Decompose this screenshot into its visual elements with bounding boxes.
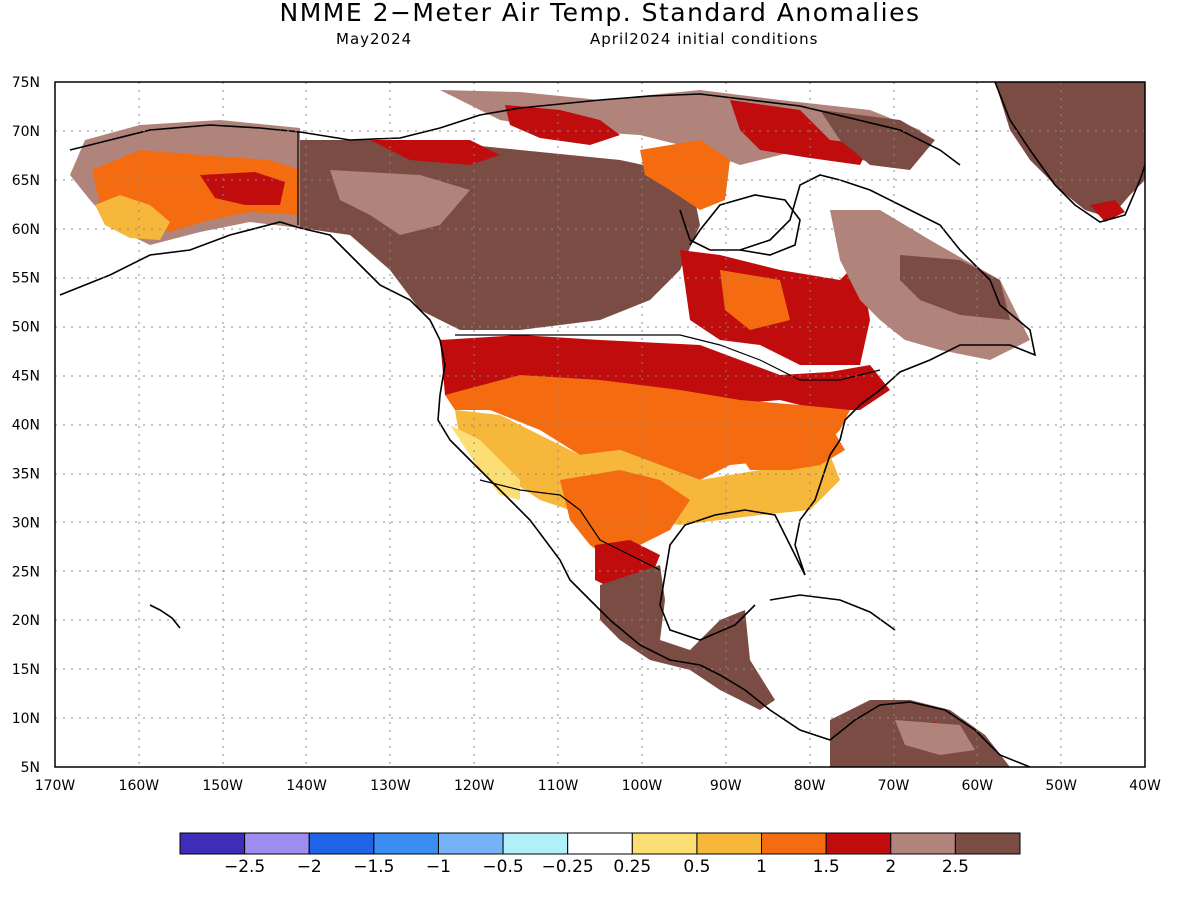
coastline-arctic (69, 93, 961, 166)
forecast-month: May2024 (336, 30, 413, 48)
lon-label: 130W (370, 778, 411, 794)
colorbar-labels: −2.5 −2 −1.5 −1 −0.5 −0.25 0.25 0.5 1 1.5 2 2.5 (224, 857, 969, 877)
field-quebec-orange (720, 270, 790, 330)
lat-label: 20N (12, 613, 40, 629)
lat-label: 55N (12, 271, 40, 287)
colorbar-swatch (696, 832, 763, 855)
colorbar-swatch (825, 832, 892, 855)
colorbar-swatch (373, 832, 439, 855)
field-canada-darkbrown (300, 140, 700, 330)
colorbar-swatch (567, 832, 633, 855)
lon-label: 60W (961, 778, 993, 794)
colorbar-label: −2.5 (224, 857, 265, 877)
lon-label: 140W (286, 778, 327, 794)
lat-label: 60N (12, 222, 40, 238)
lat-label: 45N (12, 369, 40, 385)
grid (55, 82, 1145, 767)
lat-label: 70N (12, 124, 40, 140)
lon-label: 120W (454, 778, 495, 794)
coastlines (59, 82, 1145, 767)
latitude-labels: 75N 70N 65N 60N 55N 50N 45N 40N 35N 30N 25N 20N 15N 1… (12, 75, 40, 776)
lon-label: 110W (538, 778, 579, 794)
field-south-us-yellow-orange (455, 410, 840, 525)
field-arctic-red2 (730, 100, 870, 165)
colorbar-swatch (954, 832, 1021, 855)
colorbar (179, 832, 1021, 855)
field-arctic-darkbrown (820, 110, 935, 170)
coastline-hudson-bay (689, 194, 801, 256)
lon-label: 90W (710, 778, 742, 794)
lat-label: 50N (12, 320, 40, 336)
colorbar-swatch (761, 832, 827, 855)
coastline-cuba (769, 594, 896, 631)
lon-label: 170W (35, 778, 76, 794)
coastline-hawaii (149, 604, 181, 629)
colorbar-swatch (890, 832, 956, 855)
lat-label: 40N (12, 418, 40, 434)
colorbar-label: 1.5 (813, 857, 840, 877)
map-frame (54, 81, 1146, 768)
lon-label: 160W (119, 778, 160, 794)
field-texas-orange (560, 470, 690, 560)
map-title: NMME 2−Meter Air Temp. Standard Anomalie… (279, 0, 921, 27)
field-south-america-brown (895, 720, 975, 755)
field-canada-lightbrown (330, 170, 470, 235)
lon-label: 150W (202, 778, 243, 794)
coastline-east (679, 174, 1037, 456)
lat-label: 25N (12, 564, 40, 580)
colorbar-label: −0.5 (482, 857, 523, 877)
colorbar-label: 0.5 (683, 857, 710, 877)
field-southwest-light-yellow (450, 425, 520, 500)
field-labrador-darkbrown (900, 255, 1010, 320)
lat-label: 65N (12, 173, 40, 189)
lon-label: 70W (878, 778, 910, 794)
colorbar-swatch (437, 832, 504, 855)
colorbar-label: −0.25 (542, 857, 594, 877)
border-us-canada (455, 334, 881, 381)
initial-conditions: April2024 initial conditions (590, 30, 819, 48)
field-greenland-red (1090, 200, 1125, 222)
coastline-gulf (659, 454, 831, 641)
field-canada-north-red (370, 140, 500, 165)
field-arctic-red (505, 105, 620, 145)
lat-label: 15N (12, 662, 40, 678)
colorbar-swatch (631, 832, 698, 855)
field-mexico-darkbrown (600, 565, 775, 710)
colorbar-label: −2 (297, 857, 322, 877)
colorbar-label: 1 (756, 857, 767, 877)
lon-label: 80W (794, 778, 826, 794)
colorbar-swatch (244, 832, 310, 855)
lon-label: 100W (622, 778, 663, 794)
colorbar-label: 0.25 (613, 857, 651, 877)
colorbar-swatch (502, 832, 569, 855)
lon-label: 40W (1129, 778, 1161, 794)
lat-label: 10N (12, 711, 40, 727)
longitude-labels: 170W 160W 150W 140W 130W 120W 110W 100W 90W 80W 70… (35, 778, 1161, 794)
colorbar-swatch (179, 832, 246, 855)
border-us-mexico (479, 479, 661, 571)
colorbar-label: 2.5 (942, 857, 969, 877)
lat-label: 5N (21, 760, 40, 776)
colorbar-label: 2 (885, 857, 896, 877)
lon-label: 50W (1045, 778, 1077, 794)
coastline-greenland (994, 82, 1145, 223)
coastline-south-america (829, 701, 1031, 767)
field-southeast-orange (730, 425, 845, 470)
coastline-north-america (59, 221, 831, 741)
colorbar-swatch (308, 832, 375, 855)
lat-label: 30N (12, 515, 40, 531)
lat-label: 35N (12, 466, 40, 482)
anomaly-fields (70, 82, 1145, 767)
lat-label: 75N (12, 75, 40, 91)
colorbar-label: −1 (426, 857, 451, 877)
field-arctic-orange (640, 140, 730, 210)
colorbar-label: −1.5 (353, 857, 394, 877)
field-greenland-darkbrown (995, 82, 1145, 218)
